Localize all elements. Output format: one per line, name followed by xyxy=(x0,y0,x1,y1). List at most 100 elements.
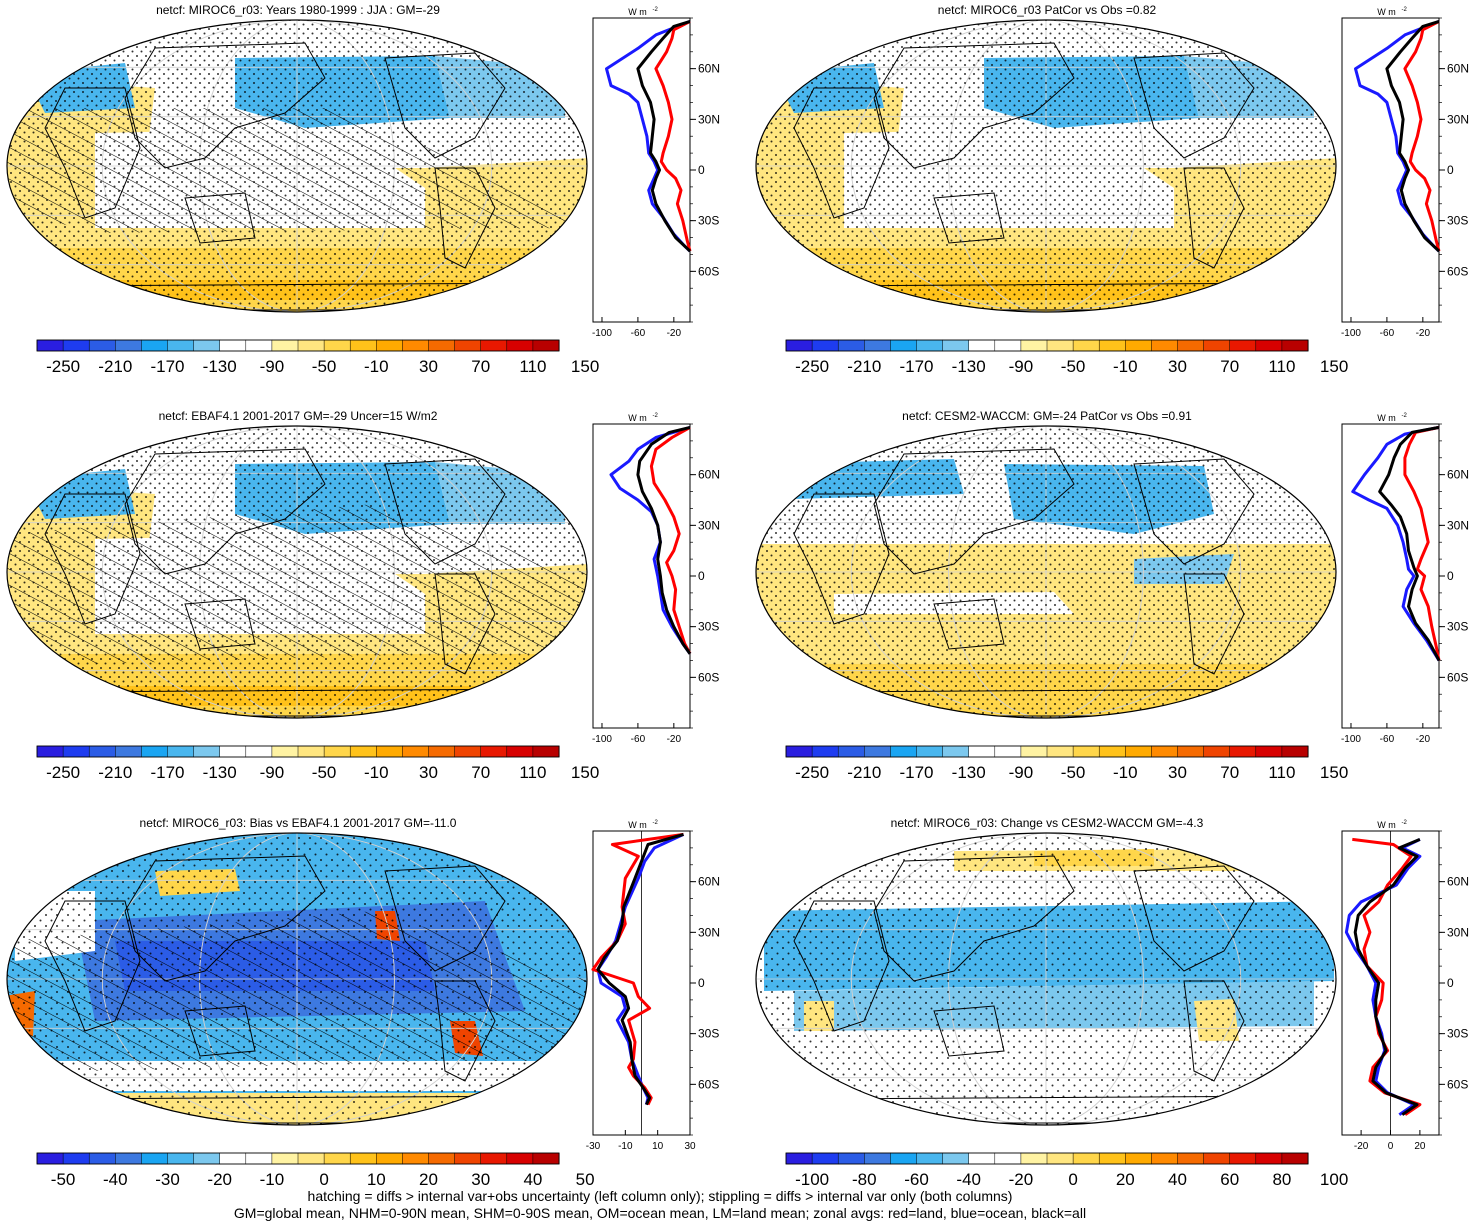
panel-5-title: netcf: MIROC6_r03: Bias vs EBAF4.1 2001-… xyxy=(140,816,457,830)
continent-outline xyxy=(933,192,1005,244)
panel-2-zonal-plot: W m -2 60N 30N 0 30S 60S -100 -60 -20 xyxy=(1341,7,1469,339)
panel-4-title: netcf: CESM2-WACCM: GM=-24 PatCor vs Obs… xyxy=(902,409,1192,423)
zonal-lat-label: 30N xyxy=(698,925,720,939)
colorbar-swatch xyxy=(890,745,918,758)
colorbar-swatch xyxy=(1151,745,1179,758)
colorbar-label: 30 xyxy=(471,1170,490,1189)
colorbar-swatch xyxy=(167,339,195,352)
panel-1-map xyxy=(6,19,588,313)
zonal-line-land xyxy=(649,426,692,655)
continent-outline xyxy=(1183,167,1245,269)
colorbar-swatch xyxy=(1255,745,1283,758)
colorbar-swatch xyxy=(141,745,169,758)
zonal-unit-exponent: -2 xyxy=(1402,820,1408,826)
colorbar-swatch xyxy=(1046,745,1074,758)
zonal-lat-label: 60N xyxy=(698,62,720,76)
panel-2-map xyxy=(755,19,1337,313)
panel-2: netcf: MIROC6_r03 PatCor vs Obs =0.82 -2… xyxy=(755,3,1469,376)
colorbar-label: 150 xyxy=(571,763,599,782)
colorbar-swatch xyxy=(1255,339,1283,352)
colorbar-swatch xyxy=(297,745,325,758)
colorbar-swatch xyxy=(271,745,299,758)
colorbar-swatch xyxy=(323,745,351,758)
panel-1-colorbar: -250 -210 -170 -130 -90 -50 -10 30 70 110 150 xyxy=(36,339,599,376)
colorbar-swatch xyxy=(36,339,64,352)
colorbar-swatch xyxy=(271,1152,299,1165)
colorbar-swatch xyxy=(1098,1152,1126,1165)
colorbar-label: -90 xyxy=(260,763,285,782)
zonal-x-label: -20 xyxy=(667,328,682,339)
colorbar-label: -90 xyxy=(1009,357,1034,376)
colorbar-label: -20 xyxy=(1009,1170,1034,1189)
zonal-x-label: -60 xyxy=(631,734,646,745)
colorbar-swatch xyxy=(532,745,560,758)
zonal-lat-label: 60S xyxy=(1447,670,1468,684)
panel-1: netcf: MIROC6_r03: Years 1980-1999 : JJA… xyxy=(6,3,720,376)
colorbar-swatch xyxy=(785,339,813,352)
colorbar-swatch xyxy=(36,1152,64,1165)
colorbar-label: 150 xyxy=(1320,763,1348,782)
continent-outline xyxy=(384,52,506,159)
zonal-x-label: 10 xyxy=(652,1141,664,1152)
colorbar-frame xyxy=(785,339,1309,352)
colorbar-label: 70 xyxy=(471,763,490,782)
zonal-line-ocean xyxy=(1351,425,1441,662)
zonal-unit-label: W m xyxy=(1377,820,1396,830)
continent-outline xyxy=(793,493,890,625)
zonal-lat-label: 0 xyxy=(1447,569,1454,583)
colorbar-frame xyxy=(785,1152,1309,1165)
continent-outline xyxy=(933,1005,1005,1057)
colorbar-swatch xyxy=(1151,339,1179,352)
zonal-x-label: -20 xyxy=(1354,1141,1369,1152)
continent-outline xyxy=(184,1005,256,1057)
zonal-x-label: -10 xyxy=(618,1141,633,1152)
colorbar-label: -10 xyxy=(260,1170,285,1189)
colorbar-label: -40 xyxy=(956,1170,981,1189)
colorbar-swatch xyxy=(62,1152,90,1165)
colorbar-label: 100 xyxy=(1320,1170,1348,1189)
zonal-line-all xyxy=(636,19,692,253)
colorbar-swatch xyxy=(62,339,90,352)
continent-outline xyxy=(873,855,1075,982)
colorbar-swatch xyxy=(62,745,90,758)
zonal-lat-label: 30S xyxy=(1447,214,1468,228)
colorbar-swatch xyxy=(864,1152,891,1165)
zonal-lat-label: 0 xyxy=(1447,163,1454,177)
zonal-unit-label: W m xyxy=(628,820,647,830)
colorbar-swatch xyxy=(428,745,456,758)
colorbar-swatch xyxy=(1020,339,1048,352)
colorbar-label: -10 xyxy=(1113,357,1138,376)
panel-5-map xyxy=(6,832,588,1126)
colorbar-swatch xyxy=(428,339,456,352)
colorbar-swatch xyxy=(376,1152,403,1165)
zonal-lat-label: 60N xyxy=(1447,468,1469,482)
zonal-x-label: 0 xyxy=(1388,1141,1394,1152)
colorbar-label: -60 xyxy=(904,1170,929,1189)
continent-outline xyxy=(873,42,1075,169)
colorbar-label: -250 xyxy=(795,357,829,376)
colorbar-label: 60 xyxy=(1220,1170,1239,1189)
continent-outline xyxy=(434,980,496,1082)
zonal-line-land xyxy=(1352,837,1422,1116)
zonal-lat-label: 30N xyxy=(698,112,720,126)
zonal-lat-label: 60S xyxy=(698,264,719,278)
colorbar-label: -80 xyxy=(852,1170,877,1189)
map-fill-layer xyxy=(7,20,587,312)
colorbar-label: -20 xyxy=(207,1170,232,1189)
colorbar-label: -90 xyxy=(1009,763,1034,782)
zonal-unit-label: W m xyxy=(1377,7,1396,17)
panel-1-zonal-plot: W m -2 60N 30N 0 30S 60S -100 -60 -20 xyxy=(592,7,720,339)
colorbar-label: 150 xyxy=(571,357,599,376)
colorbar-swatch xyxy=(480,745,508,758)
colorbar-label: -50 xyxy=(1061,357,1086,376)
colorbar-swatch xyxy=(1046,1152,1074,1165)
continent-outline xyxy=(434,167,496,269)
colorbar-swatch xyxy=(1203,339,1231,352)
colorbar-label: 0 xyxy=(1068,1170,1077,1189)
colorbar-swatch xyxy=(245,745,273,758)
colorbar-swatch xyxy=(1177,339,1205,352)
colorbar-swatch xyxy=(532,339,560,352)
colorbar-swatch xyxy=(271,339,299,352)
zonal-lat-label: 60N xyxy=(698,875,720,889)
colorbar-label: -210 xyxy=(847,763,881,782)
